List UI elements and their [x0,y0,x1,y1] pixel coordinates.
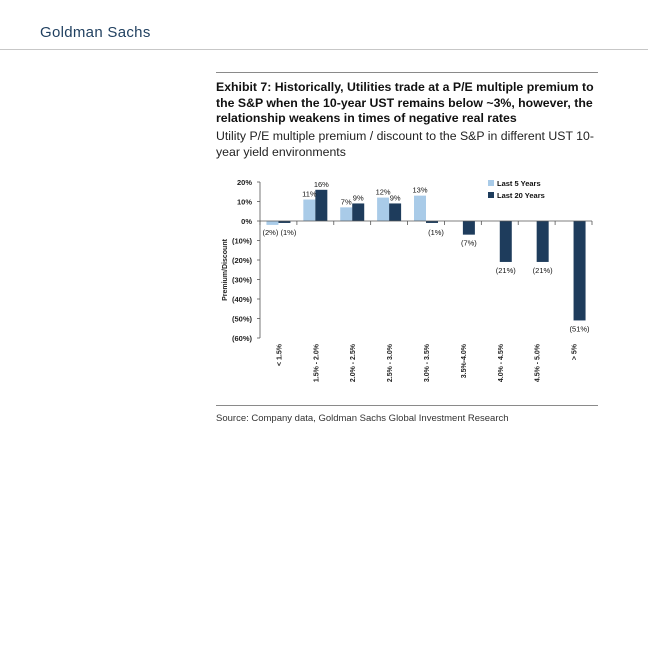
exhibit-subtitle: Utility P/E multiple premium / discount … [216,129,594,159]
bar-last20 [573,221,586,321]
y-tick-label: 10% [237,198,252,207]
bar-chart: 20% 10% 0% (10%) (20%) (30%) (40%) (50%) (60%) Pr… [222,178,593,382]
bar-last20 [462,221,475,235]
bar-last20 [278,221,291,223]
exhibit-bottom-divider [216,405,598,406]
x-tick-label: 3.5%-4.0% [461,343,468,378]
header-divider [0,49,648,50]
bar-last5 [340,207,353,221]
data-label: 13% [412,186,427,195]
bar-last5 [266,221,279,225]
x-tick-label: 4.5% - 5.0% [535,343,542,382]
data-label: (1%) [428,228,444,237]
data-label: 11% [302,190,317,199]
data-label: (21%) [496,266,517,275]
x-tick-label: 2.0% - 2.5% [350,343,357,382]
bar-last20 [352,203,365,221]
data-label: (51%) [570,324,591,333]
x-tick-label: < 1.5% [276,343,283,366]
legend-label-last20: Last 20 Years [497,191,545,200]
legend-swatch-last5 [488,180,494,186]
y-tick-label: (20%) [232,256,253,265]
x-tick-label: 4.0% - 4.5% [498,343,505,382]
legend-label-last5: Last 5 Years [497,179,541,188]
exhibit-top-divider [216,72,598,73]
brand-logo: Goldman Sachs [40,24,151,41]
bar-last5 [414,195,426,221]
bar-last5 [377,197,390,221]
source-note: Source: Company data, Goldman Sachs Glob… [216,413,509,424]
y-tick-label: 20% [237,178,252,187]
y-tick-label: (10%) [232,237,253,246]
y-tick-label: 0% [241,217,252,226]
bar-last20 [426,221,438,223]
bar-last20 [315,189,328,221]
y-axis-title: Premium/Discount [222,238,229,301]
x-tick-label: 2.5% - 3.0% [387,343,394,382]
data-label: (2%) [263,228,279,237]
exhibit-title: Exhibit 7: Historically, Utilities trade… [216,80,594,125]
data-label: 7% [341,197,352,206]
x-tick-label: 3.0% - 3.5% [424,343,431,382]
y-tick-label: (30%) [232,276,253,285]
data-label: (1%) [281,228,297,237]
data-label: 16% [314,180,329,189]
bar-last20 [499,221,512,262]
data-label: (7%) [461,239,477,248]
y-tick-label: (60%) [232,334,253,343]
data-label: 9% [390,193,401,202]
bar-last5 [303,199,316,221]
y-tick-label: (50%) [232,315,253,324]
bar-last20 [389,203,402,221]
x-tick-label: 1.5% - 2.0% [313,343,320,382]
data-label: 12% [376,188,391,197]
bar-last20 [536,221,549,262]
data-label: (21%) [533,266,554,275]
legend-swatch-last20 [488,192,494,198]
data-label: 9% [353,193,364,202]
y-tick-label: (40%) [232,295,253,304]
x-tick-label: > 5% [572,343,579,360]
